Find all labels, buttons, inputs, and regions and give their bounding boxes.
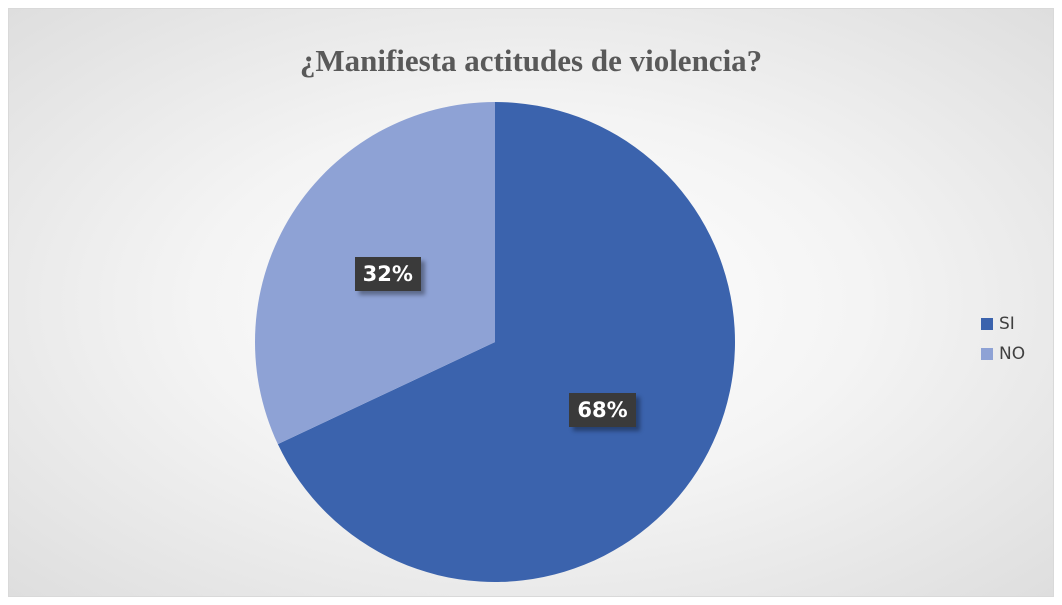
legend-item-no: NO	[981, 339, 1025, 369]
chart-title: ¿Manifiesta actitudes de violencia?	[299, 43, 763, 78]
legend-label-si: SI	[999, 314, 1015, 334]
legend-swatch-si	[981, 318, 993, 330]
legend: SI NO	[981, 309, 1025, 369]
data-label-no: 32%	[354, 256, 421, 291]
legend-swatch-no	[981, 348, 993, 360]
legend-label-no: NO	[999, 344, 1026, 364]
pie-slice-si	[277, 102, 736, 583]
legend-item-si: SI	[981, 309, 1025, 339]
pie-chart	[255, 102, 736, 583]
data-label-si: 68%	[569, 393, 636, 428]
chart-area: ¿Manifiesta actitudes de violencia? 68% 3…	[8, 8, 1054, 597]
